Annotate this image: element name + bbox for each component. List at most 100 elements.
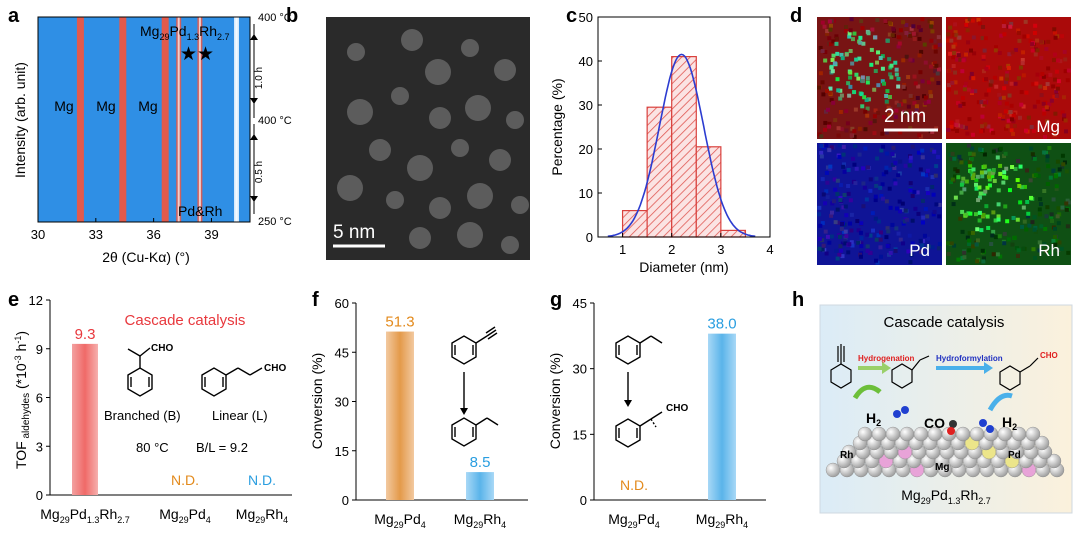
hydrogenation-label: Hydrogenation [858, 354, 915, 363]
histogram-x-tick-label: 4 [766, 242, 773, 257]
nanoparticle [386, 191, 404, 209]
y-tick-label: 60 [335, 296, 349, 311]
gaussian-fit-line [607, 53, 756, 238]
xrd-background [38, 17, 250, 222]
histogram-y-tick-label: 20 [579, 142, 593, 157]
panel-h-cascade-scheme: h Cascade catalysis Hydrogenation Hydrof… [792, 289, 1073, 514]
xrd-frame [37, 16, 251, 223]
h-atom [901, 406, 909, 414]
histogram-bar [695, 146, 722, 238]
surface-atom [899, 426, 915, 442]
bar-value-label: 38.0 [707, 316, 736, 333]
xrd-stripe-1 [119, 17, 127, 222]
histogram-frame [597, 16, 771, 238]
eds-label-mg: Mg [1036, 117, 1060, 136]
panel-label-f: f [312, 289, 319, 311]
eds-tile-3 [946, 143, 1071, 265]
histogram-y-tick-label: 0 [586, 230, 593, 245]
panel-f-conversion-chart: f 51.3 8.5 Mg29Pd4 Mg29Rh4 0 15 30 45 60 Conver… [309, 289, 528, 530]
nanoparticle [467, 183, 493, 209]
xrd-stripe-2 [161, 17, 169, 222]
xrd-x-tick-label: 30 [31, 227, 45, 242]
xrd-x-axis-label: 2θ (Cu-Kα) (°) [102, 249, 190, 265]
y-tick-label: 3 [36, 439, 43, 454]
co-label: CO [924, 415, 945, 431]
surface-atom [1046, 453, 1062, 469]
category-label: Mg29Pd4 [159, 506, 211, 525]
histogram-y-tick-label: 50 [579, 10, 593, 25]
xrd-x-ticks: 30 33 36 39 [31, 218, 219, 242]
tof-ticks: Mg29Pd1.3Rh2.7 Mg29Pd4 Mg29Rh4 0 3 6 9 12 [29, 293, 289, 525]
temp-tick-bottom: 250 °C [258, 216, 292, 228]
y-tick-label: 0 [580, 493, 587, 508]
xrd-stripe-0 [76, 17, 84, 222]
stem-scale-label: 5 nm [333, 222, 375, 243]
f-reaction-arrowhead [460, 408, 468, 415]
bar-nd-label: N.D. [620, 477, 648, 493]
bar-0 [72, 343, 98, 495]
scheme-caption: Mg29Pd1.3Rh2.7 [901, 487, 991, 506]
nanoparticle [369, 139, 391, 161]
site-label-rh: Rh [840, 450, 853, 461]
h2-label-left: H2 [866, 410, 881, 428]
nanoparticle [409, 227, 431, 249]
bar-1 [708, 333, 736, 500]
nanoparticle [494, 59, 516, 81]
nanoparticle [506, 111, 524, 129]
site-label-mg: Mg [935, 462, 949, 473]
linear-label: Linear (L) [212, 408, 268, 423]
bar-value-label: 9.3 [75, 326, 96, 343]
mg-peak-label-2: Mg [96, 98, 115, 114]
xrd-stripe-core-4 [198, 17, 201, 222]
linear-aldehyde-structure [201, 367, 263, 397]
histogram-x-axis-label: Diameter (nm) [639, 259, 728, 275]
panel-label-h: h [792, 289, 804, 311]
bar-value-label: 8.5 [470, 454, 491, 471]
panel-label-b: b [286, 5, 298, 27]
h-atom [893, 410, 901, 418]
xrd-formula: Mg29Pd1.3Rh2.7 [140, 23, 230, 42]
adsorbed-molecules [852, 384, 1013, 435]
tof-bars: 9.3 N.D. N.D. [72, 326, 276, 495]
category-label: Mg29Pd4 [608, 511, 660, 530]
h-atom [986, 425, 994, 433]
y-tick-label: 45 [573, 296, 587, 311]
blue-curved-arrow [987, 392, 1013, 412]
temp-tick-mid: 400 °C [258, 115, 292, 127]
g-cho-label: CHO [666, 403, 688, 414]
surface-atom [955, 426, 971, 442]
nanoparticle [347, 43, 365, 61]
hydrogenation-arrowhead [882, 362, 891, 374]
bar-nd-label: N.D. [171, 472, 199, 488]
nanoparticle [337, 175, 363, 201]
c-atom [949, 420, 957, 428]
h-atom [979, 419, 987, 427]
temp-tick-top: 400 °C [258, 12, 292, 24]
bar-nd-label: N.D. [248, 472, 276, 488]
histogram-bars [621, 55, 747, 238]
surface-atom [825, 462, 841, 478]
eds-tile-2 [817, 143, 942, 265]
eds-label-rh: Rh [1038, 241, 1060, 260]
nanoparticle [461, 39, 479, 57]
star-markers: ★★ [180, 44, 214, 65]
surface-atom [969, 426, 985, 442]
histogram-bar [671, 55, 697, 238]
g-ticks: Mg29Pd4 Mg29Rh4 0 15 30 45 [573, 296, 749, 530]
f-y-axis-label: Conversion (%) [309, 353, 325, 449]
y-tick-label: 15 [335, 444, 349, 459]
temperature-label: 80 °C [136, 440, 169, 455]
nanoparticle [457, 222, 483, 248]
hydroformylation-arrowhead [984, 362, 993, 374]
mg-peak-label-1: Mg [54, 98, 73, 114]
y-tick-label: 15 [573, 427, 587, 442]
bar-value-label: 51.3 [385, 314, 414, 331]
hydroformylation-label: Hydroformylation [936, 354, 1003, 363]
panel-label-e: e [8, 289, 19, 311]
surface-atom [1025, 426, 1041, 442]
xrd-stripe-core-5 [235, 17, 238, 222]
panel-b-stem-image: b 5 nm [286, 5, 530, 260]
